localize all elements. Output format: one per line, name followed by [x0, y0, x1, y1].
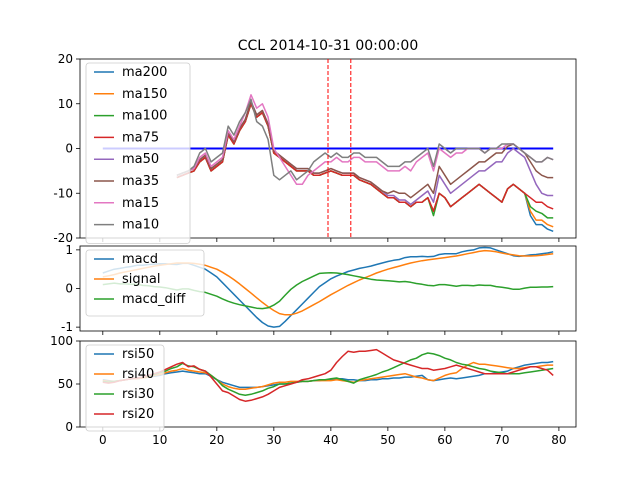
legend-box [85, 249, 205, 317]
panel-moving-averages: -20 -10 0 10 20 ma200 ma150 ma100 ma75 ma50 ma35 ma… [53, 52, 577, 245]
x-tick-label: 80 [551, 433, 566, 447]
legend-label: signal [122, 272, 160, 287]
legend-label: ma200 [122, 65, 167, 80]
y-tick-label: -1 [61, 320, 73, 334]
series-line-ma35 [176, 100, 554, 199]
legend-label: ma150 [122, 87, 167, 102]
legend-label: macd_diff [122, 292, 186, 307]
y-tick-label: -10 [53, 186, 73, 200]
y-tick-label: -20 [53, 231, 73, 245]
legend-box [85, 344, 165, 432]
x-tick-label: 40 [323, 433, 338, 447]
x-tick-label: 0 [99, 433, 107, 447]
chart-title: CCL 2014-10-31 00:00:00 [238, 38, 419, 54]
series-line-rsi30 [102, 352, 554, 396]
series-line-rsi20 [102, 348, 554, 402]
x-tick-label: 70 [494, 433, 509, 447]
legend-label: ma50 [122, 152, 159, 167]
x-tick-label: 60 [437, 433, 452, 447]
x-tick-label: 20 [209, 433, 224, 447]
x-tick-label: 30 [266, 433, 281, 447]
y-tick-label: 20 [58, 52, 73, 66]
x-tick-label: 10 [152, 433, 167, 447]
legend-label: ma15 [122, 196, 159, 211]
y-tick-label: 0 [65, 420, 73, 434]
panel-macd: -1 0 1 macd signal macd_diff [61, 243, 577, 335]
series-line-rsi40 [102, 361, 554, 390]
y-tick-label: 10 [58, 97, 73, 111]
y-tick-label: 100 [50, 334, 73, 348]
legend-label: ma75 [122, 130, 159, 145]
y-tick-label: 0 [65, 282, 73, 296]
y-tick-label: 1 [65, 243, 73, 257]
y-tick-label: 0 [65, 142, 73, 156]
legend-label: rsi50 [122, 347, 154, 362]
legend-label: ma35 [122, 174, 159, 189]
y-tick-label: 50 [58, 377, 73, 391]
panel-rsi: 0 50 100 0 10 20 30 40 50 60 70 80 rsi50 rsi40 rsi30 rs… [50, 334, 577, 447]
series-line-ma75 [176, 103, 554, 212]
series-line-ma10 [176, 98, 554, 181]
legend-label: macd [122, 252, 158, 267]
legend-label: ma100 [122, 109, 167, 124]
legend-label: rsi40 [122, 367, 154, 382]
legend-box [85, 62, 191, 244]
legend-label: ma10 [122, 218, 159, 233]
x-tick-label: 50 [380, 433, 395, 447]
legend-label: rsi20 [122, 407, 154, 422]
legend-label: rsi30 [122, 387, 154, 402]
